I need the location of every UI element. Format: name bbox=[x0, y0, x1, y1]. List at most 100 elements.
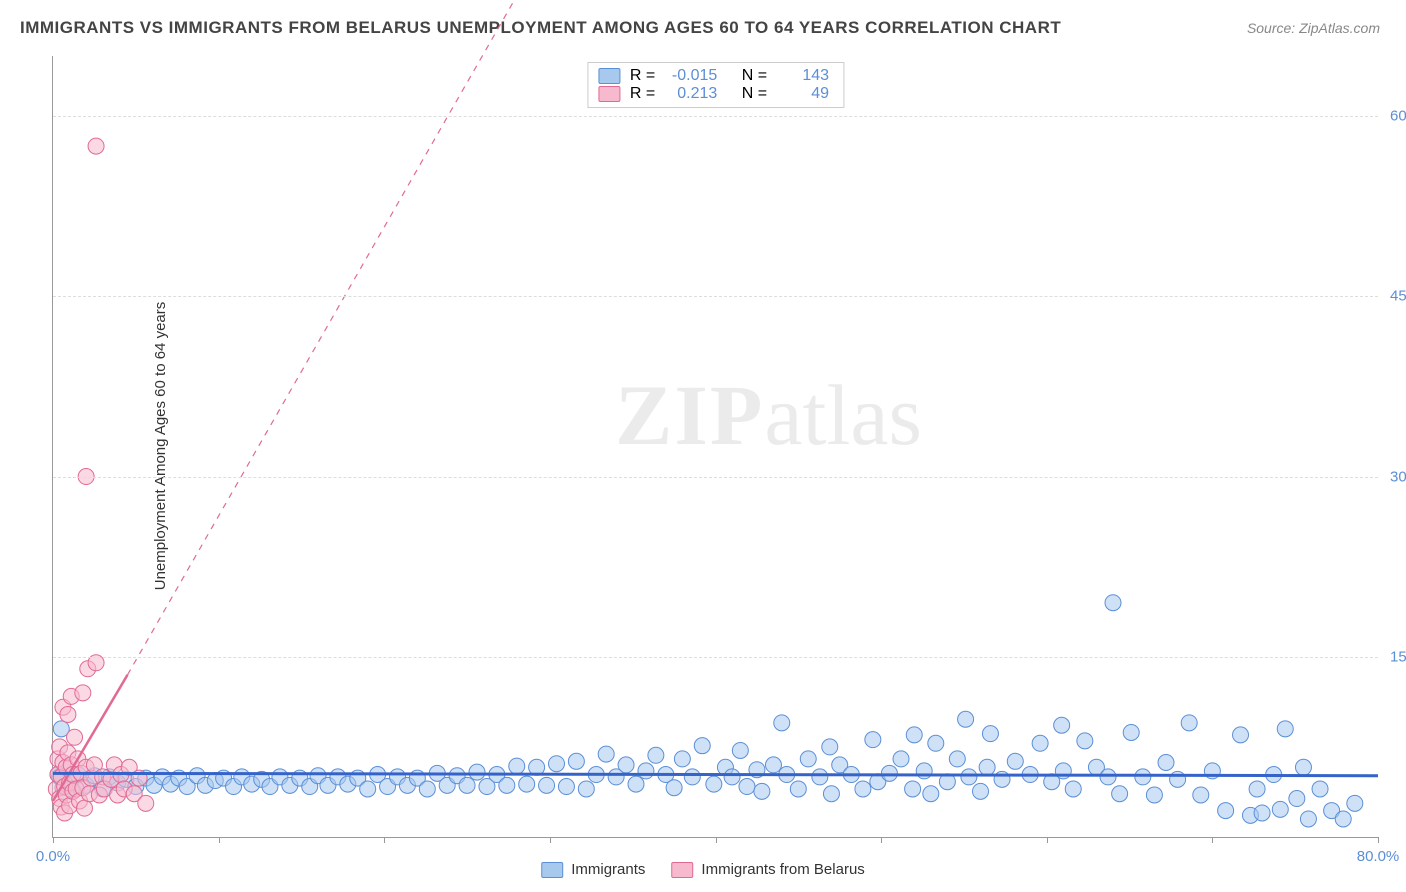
data-point bbox=[916, 763, 932, 779]
data-point bbox=[469, 764, 485, 780]
legend-label-immigrants: Immigrants bbox=[571, 861, 645, 878]
data-point bbox=[578, 781, 594, 797]
data-point bbox=[509, 758, 525, 774]
data-point bbox=[1146, 787, 1162, 803]
data-point bbox=[790, 781, 806, 797]
data-point bbox=[1135, 769, 1151, 785]
data-point bbox=[822, 739, 838, 755]
legend-item-belarus: Immigrants from Belarus bbox=[671, 861, 864, 878]
legend-item-immigrants: Immigrants bbox=[541, 861, 645, 878]
data-point bbox=[1123, 724, 1139, 740]
data-point bbox=[949, 751, 965, 767]
data-point bbox=[638, 763, 654, 779]
data-point bbox=[961, 769, 977, 785]
n-label: N = bbox=[742, 67, 767, 85]
data-point bbox=[812, 769, 828, 785]
n-value-pink: 49 bbox=[777, 85, 829, 103]
data-point bbox=[519, 776, 535, 792]
swatch-blue bbox=[541, 862, 563, 878]
data-point bbox=[568, 753, 584, 769]
x-tick bbox=[550, 837, 551, 843]
r-value-pink: 0.213 bbox=[665, 85, 717, 103]
x-tick bbox=[384, 837, 385, 843]
data-point bbox=[1105, 595, 1121, 611]
data-point bbox=[75, 685, 91, 701]
data-point bbox=[459, 777, 475, 793]
data-point bbox=[1233, 727, 1249, 743]
swatch-pink bbox=[598, 86, 620, 102]
x-tick-label: 80.0% bbox=[1357, 848, 1400, 865]
x-tick bbox=[716, 837, 717, 843]
data-point bbox=[906, 727, 922, 743]
data-point bbox=[724, 769, 740, 785]
data-point bbox=[905, 781, 921, 797]
data-point bbox=[1218, 803, 1234, 819]
chart-container: IMMIGRANTS VS IMMIGRANTS FROM BELARUS UN… bbox=[0, 0, 1406, 892]
y-tick-label: 45.0% bbox=[1382, 288, 1406, 305]
data-point bbox=[598, 746, 614, 762]
data-point bbox=[88, 138, 104, 154]
data-point bbox=[881, 765, 897, 781]
gridline bbox=[53, 477, 1378, 478]
stats-row-immigrants: R = -0.015 N = 143 bbox=[598, 67, 829, 85]
data-point bbox=[1254, 805, 1270, 821]
source-label: Source: ZipAtlas.com bbox=[1247, 20, 1380, 36]
x-tick bbox=[1378, 837, 1379, 843]
data-point bbox=[739, 779, 755, 795]
data-point bbox=[979, 759, 995, 775]
r-label: R = bbox=[630, 67, 655, 85]
plot-area: ZIPatlas R = -0.015 N = 143 R = 0.213 N … bbox=[52, 56, 1378, 838]
data-point bbox=[923, 786, 939, 802]
data-point bbox=[823, 786, 839, 802]
data-point bbox=[855, 781, 871, 797]
x-tick bbox=[1212, 837, 1213, 843]
data-point bbox=[1295, 759, 1311, 775]
data-point bbox=[628, 776, 644, 792]
data-point bbox=[1249, 781, 1265, 797]
data-point bbox=[1300, 811, 1316, 827]
data-point bbox=[499, 777, 515, 793]
data-point bbox=[419, 781, 435, 797]
data-point bbox=[1181, 715, 1197, 731]
data-point bbox=[684, 769, 700, 785]
data-point bbox=[76, 800, 92, 816]
data-point bbox=[732, 742, 748, 758]
r-value-blue: -0.015 bbox=[665, 67, 717, 85]
data-point bbox=[1312, 781, 1328, 797]
data-point bbox=[1277, 721, 1293, 737]
data-point bbox=[800, 751, 816, 767]
data-point bbox=[1272, 801, 1288, 817]
chart-title: IMMIGRANTS VS IMMIGRANTS FROM BELARUS UN… bbox=[20, 18, 1061, 38]
data-point bbox=[1193, 787, 1209, 803]
legend-label-belarus: Immigrants from Belarus bbox=[701, 861, 864, 878]
data-point bbox=[666, 780, 682, 796]
x-tick-label: 0.0% bbox=[36, 848, 70, 865]
data-point bbox=[1007, 753, 1023, 769]
data-point bbox=[674, 751, 690, 767]
gridline bbox=[53, 116, 1378, 117]
data-point bbox=[67, 729, 83, 745]
data-point bbox=[60, 706, 76, 722]
data-point bbox=[138, 795, 154, 811]
y-tick-label: 30.0% bbox=[1382, 468, 1406, 485]
y-tick-label: 60.0% bbox=[1382, 108, 1406, 125]
data-point bbox=[549, 756, 565, 772]
y-tick-label: 15.0% bbox=[1382, 648, 1406, 665]
data-point bbox=[1170, 771, 1186, 787]
bottom-legend: Immigrants Immigrants from Belarus bbox=[541, 861, 865, 878]
data-point bbox=[928, 735, 944, 751]
data-point bbox=[973, 783, 989, 799]
data-point bbox=[1065, 781, 1081, 797]
data-point bbox=[1032, 735, 1048, 751]
stats-legend-box: R = -0.015 N = 143 R = 0.213 N = 49 bbox=[587, 62, 844, 108]
data-point bbox=[1347, 795, 1363, 811]
x-tick bbox=[1047, 837, 1048, 843]
data-point bbox=[539, 777, 555, 793]
data-point bbox=[618, 757, 634, 773]
data-point bbox=[1335, 811, 1351, 827]
data-point bbox=[774, 715, 790, 731]
data-point bbox=[1077, 733, 1093, 749]
data-point bbox=[558, 779, 574, 795]
data-point bbox=[360, 781, 376, 797]
data-point bbox=[958, 711, 974, 727]
